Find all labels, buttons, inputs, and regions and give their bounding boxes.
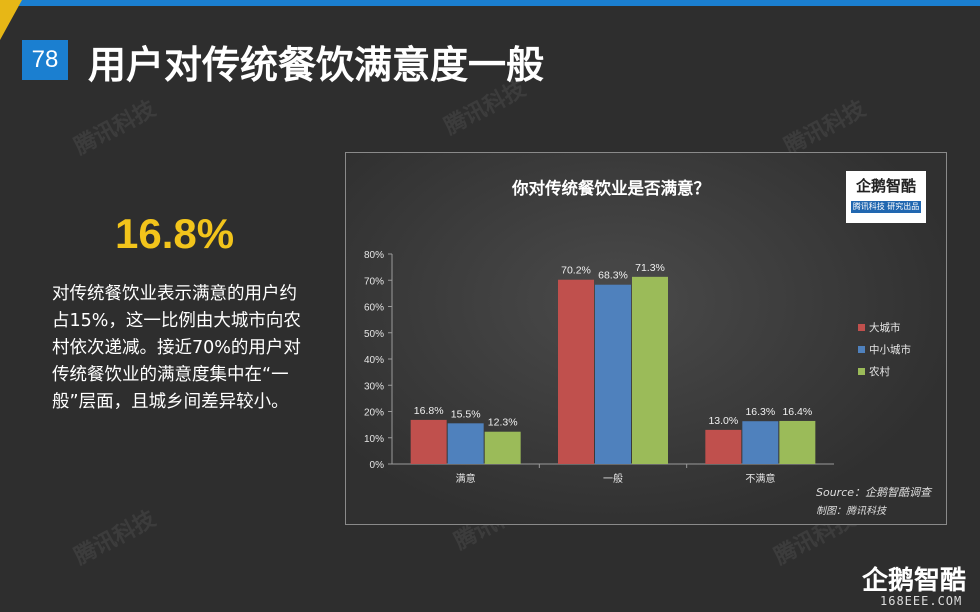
top-accent-bar — [0, 0, 980, 6]
bar — [779, 420, 816, 464]
data-label: 16.8% — [414, 405, 444, 417]
bar-chart: 0% 10% 20% 30% 40% 50% 60% 70% 80% 满意 16.8% 15.5% 12… — [364, 250, 911, 485]
y-tick-label: 10% — [364, 434, 384, 445]
bar — [632, 276, 668, 464]
x-category-label: 不满意 — [745, 472, 775, 485]
y-tick-label: 50% — [364, 329, 384, 340]
y-tick-label: 0% — [370, 460, 385, 471]
bar — [595, 284, 631, 464]
chart-source: Source：企鹅智酷调查 — [816, 486, 932, 499]
bar — [410, 419, 447, 464]
data-label: 16.3% — [745, 406, 775, 418]
y-tick-label: 80% — [364, 250, 384, 261]
bar — [484, 431, 521, 464]
legend-label: 中小城市 — [869, 343, 911, 356]
y-tick-label: 20% — [364, 408, 384, 419]
data-label: 12.3% — [488, 417, 518, 429]
chart-title: 你对传统餐饮业是否满意？ — [512, 179, 710, 198]
legend-label: 大城市 — [869, 321, 901, 334]
corner-accent — [0, 0, 22, 40]
bar — [558, 279, 594, 464]
legend-swatch — [858, 324, 865, 331]
footer-brand: 企鹅智酷 — [862, 566, 967, 596]
legend-swatch — [858, 368, 865, 375]
highlight-value: 16.8% — [115, 210, 235, 257]
chart-logo-tagline: 腾讯科技 研究出品 — [851, 201, 921, 213]
chart-panel: 你对传统餐饮业是否满意？ 企鹅智酷 腾讯科技 研究出品 0% 10% 20% 30% 4… — [345, 152, 947, 525]
x-category-label: 满意 — [456, 472, 476, 485]
highlight-description: 对传统餐饮业表示满意的用户约占15%，这一比例由大城市向农村依次递减。接近70%… — [52, 284, 301, 412]
data-label: 15.5% — [451, 408, 481, 420]
data-label: 71.3% — [635, 262, 665, 274]
bar — [742, 421, 779, 464]
bar — [705, 429, 742, 464]
legend-swatch — [858, 346, 865, 353]
bar — [447, 423, 484, 464]
chart-logo-name: 企鹅智酷 — [855, 177, 916, 195]
chart-credit: 制图：腾讯科技 — [816, 506, 886, 517]
page-title: 用户对传统餐饮满意度一般 — [88, 43, 545, 87]
page-number: 78 — [22, 40, 68, 80]
watermark: 腾讯科技 — [70, 96, 160, 160]
data-label: 70.2% — [561, 265, 591, 277]
data-label: 68.3% — [598, 270, 628, 282]
watermark: 腾讯科技 — [780, 96, 870, 160]
legend-label: 农村 — [869, 365, 890, 378]
y-tick-label: 60% — [364, 303, 384, 314]
y-tick-label: 70% — [364, 276, 384, 287]
footer-site: 168EEE.COM — [880, 594, 963, 608]
chart-logo: 企鹅智酷 腾讯科技 研究出品 — [846, 171, 926, 223]
x-category-label: 一般 — [603, 472, 623, 485]
y-tick-label: 40% — [364, 355, 384, 366]
data-label: 13.0% — [708, 415, 738, 427]
watermark: 腾讯科技 — [70, 506, 160, 570]
data-label: 16.4% — [782, 406, 812, 418]
y-tick-label: 30% — [364, 381, 384, 392]
